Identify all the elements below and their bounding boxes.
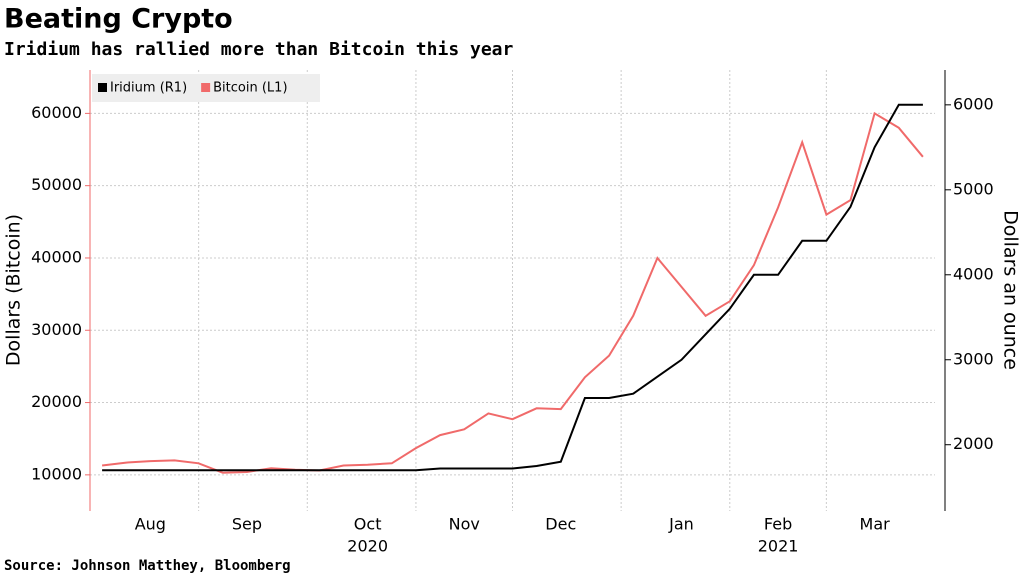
y-axis-label: Dollars (Bitcoin) [3,214,25,366]
y2-tick-label: 5000 [953,179,994,198]
y-tick-label: 60000 [31,103,82,122]
x-tick-label: Feb [764,515,792,534]
legend-swatch [98,83,107,92]
y-tick-label: 40000 [31,247,82,266]
y-tick-label: 50000 [31,175,82,194]
series-line [101,111,924,474]
x-tick-label: Mar [860,515,891,534]
y2-axis-label: Dollars an ounce [1000,210,1022,370]
x-tick-label: Nov [449,515,480,534]
y-tick-label: 20000 [31,392,82,411]
y-tick-label: 10000 [31,464,82,483]
y2-tick-label: 6000 [953,94,994,113]
chart-subtitle: Iridium has rallied more than Bitcoin th… [4,39,513,60]
y2-tick-label: 4000 [953,264,994,283]
legend-label: Iridium (R1) [110,81,187,96]
x-year-label: 2021 [758,537,799,556]
x-tick-label: Aug [135,515,166,534]
legend: Iridium (R1) Bitcoin (L1) [92,74,320,102]
chart-title: Beating Crypto [4,4,233,35]
x-year-label: 2020 [347,537,388,556]
x-tick-label: Oct [354,515,382,534]
source: Source: Johnson Matthey, Bloomberg [4,558,291,574]
y2-tick-label: 3000 [953,349,994,368]
legend-label: Bitcoin (L1) [213,81,287,96]
series-line [102,103,923,472]
legend-swatch [201,83,211,92]
y2-tick-label: 2000 [953,434,994,453]
x-tick-label: Jan [668,515,694,534]
x-tick-label: Sep [232,515,262,534]
y-tick-label: 30000 [31,320,82,339]
x-tick-label: Dec [545,515,576,534]
